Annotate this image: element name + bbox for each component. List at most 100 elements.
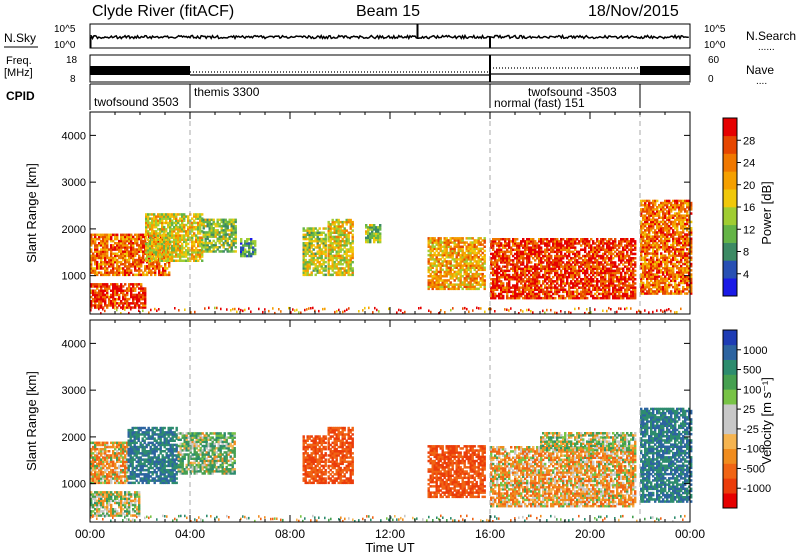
heatmap-cell	[304, 269, 307, 272]
heatmap-cell	[556, 286, 559, 289]
heatmap-cell	[461, 256, 464, 259]
heatmap-cell	[155, 251, 158, 254]
heatmap-cell	[538, 290, 541, 294]
heatmap-cell	[337, 239, 340, 243]
heatmap-cell	[377, 236, 380, 240]
heatmap-cell	[183, 225, 186, 229]
heatmap-cell	[230, 222, 233, 226]
heatmap-cell	[96, 237, 99, 241]
heatmap-cell	[136, 239, 139, 243]
heatmap-cell	[580, 294, 583, 298]
heatmap-cell	[578, 252, 581, 256]
heatmap-cell	[528, 246, 531, 249]
heatmap-cell	[169, 259, 172, 262]
heatmap-cell	[177, 253, 180, 256]
heatmap-cell	[542, 257, 545, 260]
heatmap-cell	[169, 228, 172, 231]
heatmap-cell	[377, 240, 380, 244]
freq-tick-right-bottom: 0	[708, 74, 714, 85]
heatmap-cell	[181, 221, 184, 225]
heatmap-cell	[496, 288, 499, 291]
heatmap-cell	[530, 292, 533, 296]
heatmap-cell	[560, 269, 563, 273]
heatmap-cell	[254, 252, 257, 256]
heatmap-cell	[132, 273, 135, 277]
heatmap-cell	[558, 290, 561, 294]
heatmap-cell	[153, 223, 156, 227]
heatmap-cell	[175, 228, 178, 231]
heatmap-cell	[604, 252, 607, 256]
heatmap-cell	[437, 262, 440, 265]
heatmap-cell	[463, 243, 466, 246]
heatmap-cell	[453, 264, 456, 267]
heatmap-cell	[246, 250, 249, 254]
heatmap-cell	[128, 237, 131, 241]
heatmap-cell	[542, 254, 545, 258]
heatmap-cell	[552, 263, 555, 266]
heatmap-cell	[204, 241, 207, 245]
heatmap-cell	[580, 286, 583, 289]
heatmap-cell	[548, 254, 551, 258]
heatmap-cell	[562, 273, 565, 277]
heatmap-cell	[161, 259, 164, 262]
heatmap-cell	[568, 238, 571, 241]
heatmap-cell	[516, 250, 519, 254]
heatmap-cell	[104, 283, 107, 286]
heatmap-cell	[502, 296, 505, 300]
heatmap-cell	[496, 286, 499, 289]
heatmap-cell	[576, 269, 579, 273]
heatmap-cell	[92, 300, 95, 303]
heatmap-cell	[90, 267, 93, 270]
heatmap-cell	[431, 279, 434, 282]
heatmap-cell	[568, 242, 571, 245]
heatmap-cell	[568, 250, 571, 254]
heatmap-cell	[443, 253, 446, 257]
heatmap-cell	[504, 259, 507, 262]
heatmap-cell	[116, 306, 119, 309]
heatmap-cell	[475, 270, 478, 274]
heatmap-cell	[130, 252, 133, 255]
heatmap-cell	[250, 244, 253, 247]
heatmap-cell	[435, 247, 438, 251]
heatmap-cell	[560, 261, 563, 264]
heatmap-cell	[528, 275, 531, 279]
heatmap-cell	[457, 272, 460, 276]
heatmap-cell	[534, 282, 537, 285]
heatmap-cell	[431, 249, 434, 253]
heatmap-cell	[500, 269, 503, 273]
heatmap-cell	[112, 273, 115, 277]
heatmap-cell	[373, 236, 376, 240]
heatmap-cell	[602, 252, 605, 256]
heatmap-cell	[102, 237, 105, 241]
heatmap-cell	[439, 270, 442, 274]
heatmap-cell	[552, 261, 555, 264]
heatmap-cell	[554, 280, 557, 283]
heatmap-cell	[343, 233, 346, 237]
heatmap-cell	[536, 280, 539, 283]
heatmap-cell	[542, 282, 545, 285]
heatmap-cell	[208, 224, 211, 228]
heatmap-cell	[343, 239, 346, 243]
heatmap-cell	[455, 245, 458, 248]
heatmap-cell	[181, 244, 184, 248]
heatmap-cell	[479, 279, 482, 282]
heatmap-cell	[608, 294, 611, 298]
heatmap-cell	[252, 242, 255, 245]
heatmap-cell	[504, 244, 507, 247]
heatmap-cell	[443, 272, 446, 276]
heatmap-cell	[498, 265, 501, 268]
heatmap-cell	[600, 282, 603, 285]
heatmap-cell	[473, 279, 476, 282]
heatmap-cell	[494, 265, 497, 268]
heatmap-cell	[151, 249, 154, 252]
heatmap-cell	[512, 265, 515, 268]
heatmap-cell	[475, 266, 478, 269]
heatmap-cell	[114, 293, 117, 297]
heatmap-cell	[102, 285, 105, 288]
heatmap-cell	[138, 250, 141, 253]
heatmap-cell	[433, 275, 436, 278]
heatmap-cell	[202, 246, 205, 249]
heatmap-cell	[347, 242, 350, 245]
heatmap-cell	[437, 241, 440, 244]
heatmap-cell	[157, 255, 160, 258]
